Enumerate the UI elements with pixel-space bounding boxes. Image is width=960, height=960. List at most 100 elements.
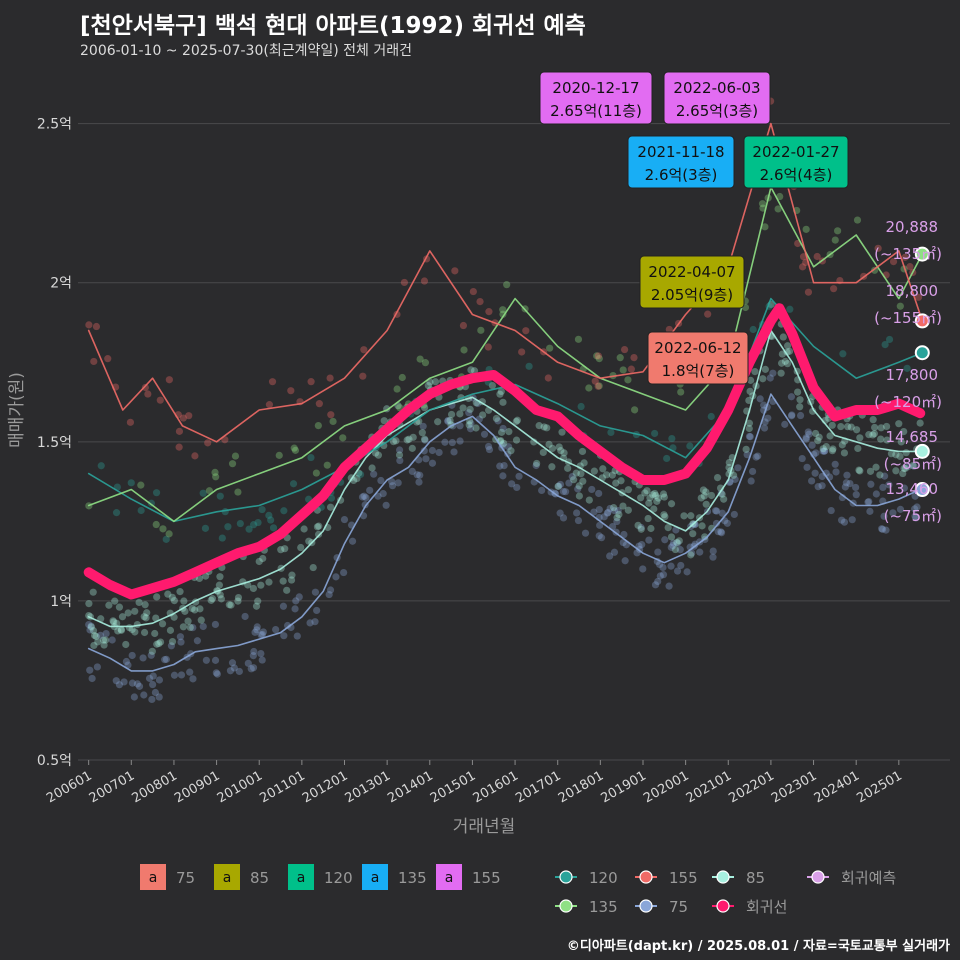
scatter-point — [513, 416, 522, 424]
scatter-point — [226, 667, 235, 675]
scatter-point — [747, 376, 755, 384]
scatter-point — [904, 463, 912, 471]
scatter-point — [170, 613, 178, 621]
scatter-point — [326, 586, 335, 594]
scatter-point — [140, 691, 148, 699]
scatter-point — [883, 422, 891, 431]
scatter-point — [667, 543, 675, 551]
scatter-point — [189, 623, 197, 632]
scatter-point — [574, 516, 583, 525]
scatter-point — [225, 601, 233, 609]
scatter-point — [181, 607, 189, 615]
scatter-point — [467, 366, 475, 374]
scatter-point — [556, 480, 565, 489]
prediction-value: 20,888 — [886, 218, 939, 236]
scatter-point — [315, 522, 323, 530]
legend-swatch — [436, 864, 462, 890]
scatter-point — [651, 489, 659, 498]
scatter-point — [184, 617, 192, 625]
scatter-point — [126, 418, 135, 426]
scatter-point — [688, 549, 696, 557]
legend-marker — [716, 870, 730, 884]
scatter-point — [177, 638, 185, 646]
scatter-point — [148, 695, 156, 704]
prediction-value: 13,460 — [886, 480, 939, 498]
scatter-point — [796, 396, 804, 404]
scatter-point — [540, 423, 548, 431]
scatter-point — [699, 486, 708, 494]
scatter-point — [872, 463, 880, 471]
scatter-point — [619, 502, 627, 510]
scatter-point — [539, 448, 547, 457]
scatter-point — [340, 568, 348, 577]
scatter-point — [418, 429, 426, 437]
scatter-point — [815, 433, 823, 441]
legend-marker — [639, 870, 653, 884]
scatter-point — [315, 400, 323, 408]
x-tick-label: 202101 — [684, 768, 734, 806]
scatter-point — [829, 445, 837, 453]
scatter-point — [202, 572, 210, 580]
scatter-point — [122, 640, 130, 649]
scatter-point — [141, 601, 149, 609]
scatter-point — [272, 625, 280, 634]
scatter-point — [577, 402, 585, 411]
scatter-point — [758, 200, 767, 208]
scatter-point — [610, 504, 618, 512]
scatter-point — [701, 533, 709, 541]
scatter-point — [202, 656, 210, 664]
scatter-point — [538, 486, 546, 495]
scatter-point — [177, 671, 186, 679]
scatter-point — [259, 554, 267, 563]
scatter-point — [595, 382, 603, 390]
scatter-point — [665, 582, 673, 590]
scatter-point — [512, 436, 521, 444]
series-line-120 — [87, 297, 924, 523]
scatter-point — [216, 573, 224, 581]
scatter-point — [504, 450, 512, 458]
scatter-point — [492, 414, 501, 423]
scatter-point — [144, 390, 152, 398]
series-line-135 — [87, 186, 924, 523]
scatter-point — [660, 493, 668, 501]
scatter-point — [265, 401, 274, 409]
scatter-point — [558, 428, 566, 436]
scatter-point — [498, 428, 506, 436]
scatter-point — [663, 454, 671, 463]
scatter-point — [275, 451, 283, 459]
scatter-point — [140, 628, 149, 637]
scatter-point — [224, 523, 232, 531]
x-tick-label: 200901 — [172, 768, 222, 806]
scatter-point — [669, 539, 678, 547]
scatter-point — [199, 489, 207, 497]
scatter-point — [709, 547, 717, 555]
scatter-point — [777, 359, 786, 367]
scatter-point — [544, 374, 552, 382]
scatter-point — [114, 627, 122, 635]
scatter-point — [152, 520, 160, 529]
x-tick-label: 202201 — [726, 768, 776, 806]
scatter-point — [104, 355, 112, 363]
prediction-area: (~85㎡) — [884, 455, 942, 473]
scatter-point — [420, 404, 429, 412]
scatter-point — [313, 523, 322, 531]
scatter-point — [360, 346, 368, 354]
scatter-point — [488, 381, 497, 390]
scatter-points — [85, 97, 924, 704]
scatter-point — [714, 528, 722, 536]
scatter-point — [133, 680, 142, 688]
scatter-point — [803, 463, 811, 471]
scatter-point — [809, 407, 817, 415]
legend-label: 120 — [589, 869, 618, 887]
scatter-point — [654, 577, 662, 586]
scatter-point — [883, 436, 891, 444]
scatter-point — [631, 406, 639, 414]
scatter-point — [913, 503, 921, 511]
legend-label: 155 — [472, 869, 501, 887]
scatter-point — [89, 627, 98, 635]
x-tick-label: 202501 — [854, 768, 904, 806]
scatter-point — [880, 472, 889, 480]
scatter-point — [409, 433, 417, 441]
scatter-point — [110, 618, 118, 626]
scatter-point — [290, 444, 298, 452]
